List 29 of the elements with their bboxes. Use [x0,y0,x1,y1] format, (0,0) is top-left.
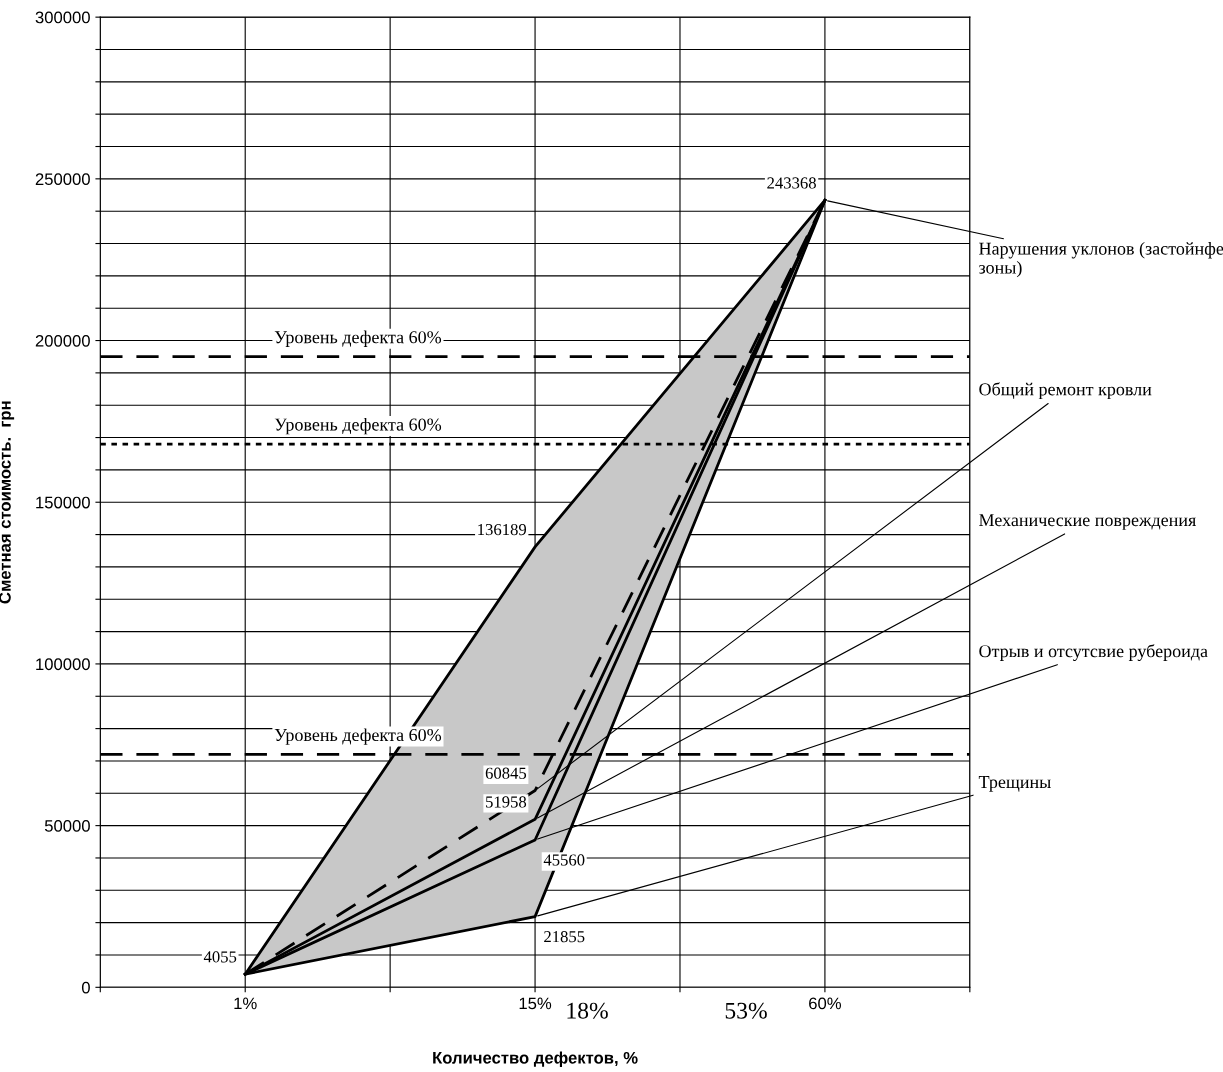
data-label: 243368 [767,177,816,189]
ref-line-label: Уровень дефекта 60% [274,728,442,745]
y-axis-title: Сметная стоимость. грн [0,401,15,604]
data-label: 45560 [543,854,585,866]
text: 53% [725,1002,767,1019]
ref-line-label: Уровень дефекта 60% [274,330,442,347]
data-label: 4055 [203,951,237,963]
y-tick-label: 300000 [35,11,90,24]
x-tick-label: 15% [519,997,552,1010]
y-tick-label: 150000 [36,496,90,509]
annotation: Нарушения уклонов (застойнфе зоны) [979,242,1223,278]
annotation: Общий ремонт кровли [979,382,1152,400]
annotation: Трещины [978,776,1051,792]
annotation: Механические повреждения [979,514,1196,530]
y-tick-label: 200000 [35,334,90,347]
y-tick-label: 0 [81,981,90,994]
ref-line-label: Уровень дефекта 60% [274,417,442,435]
text: 18% [567,1002,608,1019]
x-axis-title: Количество дефектов, % [433,1051,638,1067]
annotation: Отрыв и отсутсвие рубероида [979,644,1208,662]
data-label: 21855 [544,931,585,943]
data-label: 136189 [478,523,527,536]
x-tick-label: 60% [809,997,841,1010]
data-label: 51958 [486,796,527,808]
x-tick-label: 1% [234,997,257,1010]
y-tick-label: 250000 [35,173,90,186]
y-tick-label: 50000 [44,820,90,832]
data-label: 60845 [485,767,527,779]
y-tick-label: 100000 [36,658,90,671]
